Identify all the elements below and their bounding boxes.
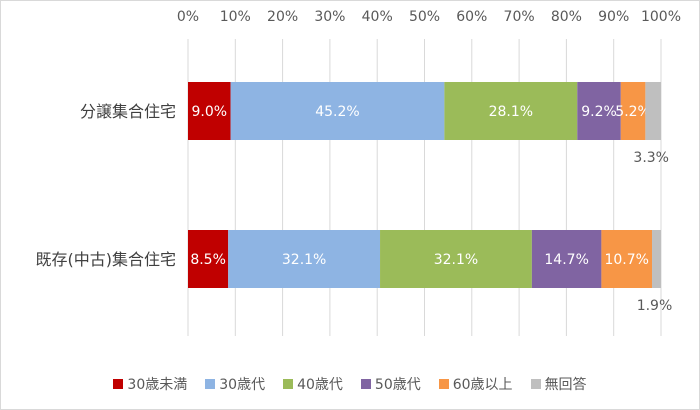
legend-item: 無回答 bbox=[530, 374, 587, 394]
x-tick-label: 70% bbox=[504, 9, 535, 25]
data-label: 5.2% bbox=[615, 104, 651, 120]
data-label: 3.3% bbox=[633, 150, 669, 166]
x-tick-label: 80% bbox=[551, 9, 582, 25]
legend-label: 50歳代 bbox=[374, 377, 421, 393]
legend-item: 30歳未満 bbox=[113, 374, 187, 394]
data-label: 45.2% bbox=[315, 104, 359, 120]
legend-item: 40歳代 bbox=[283, 374, 343, 394]
legend-item: 30歳代 bbox=[205, 374, 265, 394]
bar-segment bbox=[188, 230, 229, 288]
data-label: 14.7% bbox=[544, 252, 588, 268]
data-label: 32.1% bbox=[434, 252, 478, 268]
legend-label: 40歳代 bbox=[297, 377, 343, 393]
x-tick-label: 30% bbox=[314, 9, 345, 25]
x-tick-label: 100% bbox=[641, 9, 681, 25]
bar-segment bbox=[577, 82, 621, 140]
legend-item: 60歳以上 bbox=[438, 374, 513, 394]
stacked-bar-chart: 0% 10% 20% 30% 40% 50% 60% 70% 80% 90% 100% 分譲集合住宅既… bbox=[36, 9, 681, 336]
legend-item: 50歳代 bbox=[360, 374, 421, 394]
bar-segment bbox=[228, 230, 381, 288]
bar-segment bbox=[380, 230, 532, 288]
legend-label: 30歳未満 bbox=[127, 377, 188, 393]
chart-legend: 30歳未満 30歳代 40歳代 50歳代 60歳以上 無回答 bbox=[1, 374, 699, 394]
x-tick-label: 60% bbox=[456, 9, 487, 25]
data-label: 28.1% bbox=[489, 104, 533, 120]
data-label: 1.9% bbox=[637, 298, 673, 314]
data-label: 8.5% bbox=[190, 252, 226, 268]
x-tick-label: 20% bbox=[267, 9, 298, 25]
legend-swatch bbox=[205, 379, 216, 389]
x-tick-label: 40% bbox=[362, 9, 393, 25]
x-tick-label: 50% bbox=[409, 9, 440, 25]
bar-segment bbox=[620, 82, 646, 140]
bar-segment bbox=[188, 82, 231, 140]
legend-label: 無回答 bbox=[544, 377, 587, 393]
bar-segment bbox=[601, 230, 653, 288]
x-tick-label: 10% bbox=[220, 9, 251, 25]
bar-segment bbox=[230, 82, 445, 140]
data-label: 9.2% bbox=[581, 104, 617, 120]
bar-segment bbox=[444, 82, 578, 140]
x-tick-label: 0% bbox=[177, 9, 199, 25]
legend-swatch bbox=[530, 379, 541, 389]
x-tick-label: 90% bbox=[598, 9, 629, 25]
legend-label: 30歳代 bbox=[219, 377, 266, 393]
legend-swatch bbox=[360, 379, 371, 389]
category-label: 分譲集合住宅 bbox=[80, 102, 176, 121]
legend-label: 60歳以上 bbox=[452, 377, 513, 393]
legend-swatch bbox=[438, 379, 449, 389]
category-label: 既存(中古)集合住宅 bbox=[36, 250, 177, 269]
bar-segment bbox=[645, 82, 661, 140]
bar-segment bbox=[531, 230, 602, 288]
data-label: 10.7% bbox=[604, 252, 648, 268]
legend-swatch bbox=[283, 379, 294, 389]
data-label: 9.0% bbox=[191, 104, 227, 120]
data-label: 32.1% bbox=[282, 252, 326, 268]
bar-segment bbox=[652, 230, 661, 288]
legend-swatch bbox=[113, 379, 124, 389]
